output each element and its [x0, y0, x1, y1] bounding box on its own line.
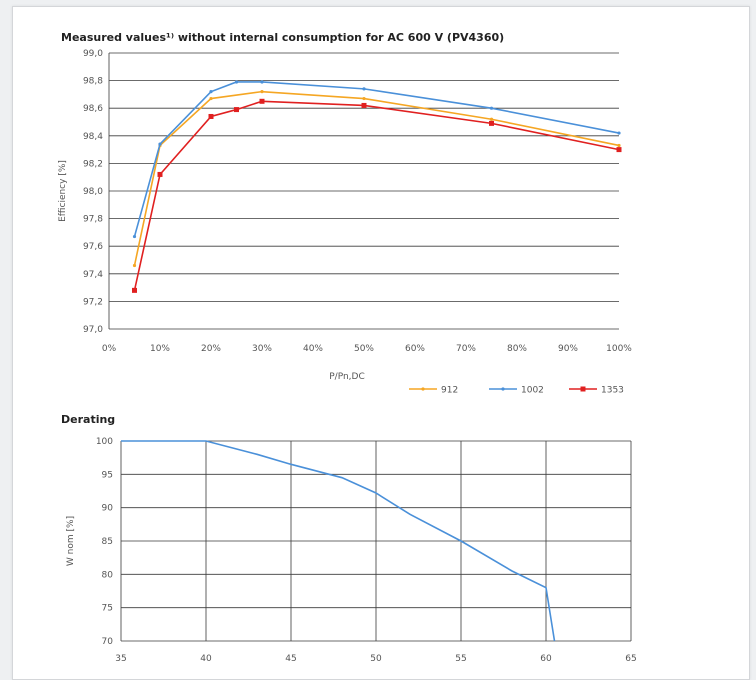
- derating-chart-title: Derating: [61, 413, 115, 426]
- legend-marker-1353: [580, 386, 586, 392]
- efficiency-x-tick: 100%: [606, 344, 632, 354]
- data-point-1353: [234, 107, 239, 113]
- derating-x-tick: 40: [200, 654, 212, 664]
- efficiency-chart-title: Measured values¹⁾ without internal consu…: [61, 31, 504, 44]
- efficiency-y-tick: 97,4: [83, 270, 103, 280]
- efficiency-y-tick: 98,0: [83, 187, 103, 197]
- data-point-912: [132, 263, 137, 268]
- efficiency-x-tick: 40%: [303, 344, 323, 354]
- efficiency-x-tick: 0%: [102, 344, 117, 354]
- data-point-1002: [158, 142, 162, 146]
- efficiency-y-tick: 98,6: [83, 104, 103, 114]
- data-point-1002: [617, 131, 621, 135]
- legend-marker-1002: [501, 387, 505, 391]
- derating-y-tick: 95: [102, 470, 113, 480]
- data-point-912: [617, 143, 621, 148]
- charts-svg: Measured values¹⁾ without internal consu…: [58, 31, 637, 664]
- efficiency-y-tick: 98,4: [83, 132, 103, 142]
- data-point-1002: [209, 90, 213, 94]
- legend-marker-912: [421, 387, 425, 391]
- efficiency-x-tick: 70%: [456, 344, 476, 354]
- derating-x-tick: 35: [115, 654, 126, 664]
- derating-x-tick: 65: [625, 654, 636, 664]
- derating-y-tick: 80: [102, 570, 114, 580]
- data-point-1353: [361, 102, 367, 108]
- data-point-1002: [132, 234, 137, 239]
- efficiency-x-label: P/Pn,DC: [329, 372, 365, 382]
- data-point-1353: [489, 120, 494, 126]
- derating-x-tick: 55: [455, 654, 466, 664]
- series-line-1002: [133, 81, 620, 237]
- data-point-912: [362, 96, 366, 101]
- efficiency-x-tick: 80%: [507, 344, 527, 354]
- efficiency-y-tick: 97,0: [83, 325, 103, 335]
- efficiency-y-tick: 97,8: [83, 215, 103, 225]
- efficiency-x-tick: 10%: [150, 344, 170, 354]
- data-point-1353: [208, 113, 214, 119]
- efficiency-y-tick: 97,2: [83, 297, 103, 307]
- efficiency-x-tick: 90%: [558, 344, 578, 354]
- legend-label-912: 912: [441, 386, 458, 396]
- legend-label-1002: 1002: [521, 386, 544, 396]
- efficiency-y-tick: 97,6: [83, 242, 103, 252]
- data-point-1002: [362, 87, 366, 91]
- efficiency-x-tick: 50%: [354, 344, 374, 354]
- legend-label-1353: 1353: [601, 386, 624, 396]
- data-point-1002: [489, 106, 494, 110]
- efficiency-y-tick: 98,2: [83, 159, 103, 169]
- derating-x-tick: 45: [285, 654, 296, 664]
- data-point-1002: [260, 80, 264, 84]
- derating-y-tick: 70: [102, 637, 114, 647]
- series-line-912: [133, 90, 620, 266]
- derating-series-line: [121, 440, 556, 642]
- data-point-1353: [132, 287, 137, 293]
- derating-y-tick: 100: [96, 437, 113, 447]
- derating-x-tick: 50: [370, 654, 382, 664]
- data-point-1002: [234, 80, 239, 84]
- efficiency-x-tick: 20%: [201, 344, 221, 354]
- data-point-912: [260, 90, 264, 94]
- datasheet-page: Measured values¹⁾ without internal consu…: [12, 6, 750, 680]
- efficiency-y-tick: 99,0: [83, 49, 103, 59]
- efficiency-y-label: Efficiency [%]: [58, 160, 68, 222]
- data-point-1353: [157, 171, 163, 177]
- efficiency-x-tick: 60%: [405, 344, 425, 354]
- series-line-1353: [133, 100, 620, 291]
- derating-x-tick: 60: [540, 654, 552, 664]
- derating-y-tick: 75: [102, 604, 113, 614]
- derating-y-label: W nom [%]: [66, 516, 76, 566]
- data-point-1353: [259, 98, 265, 104]
- data-point-1353: [616, 147, 622, 153]
- data-point-912: [489, 117, 494, 121]
- data-point-912: [209, 96, 213, 101]
- efficiency-y-tick: 98,8: [83, 77, 103, 87]
- efficiency-x-tick: 30%: [252, 344, 272, 354]
- derating-y-tick: 90: [102, 504, 114, 514]
- derating-y-tick: 85: [102, 537, 113, 547]
